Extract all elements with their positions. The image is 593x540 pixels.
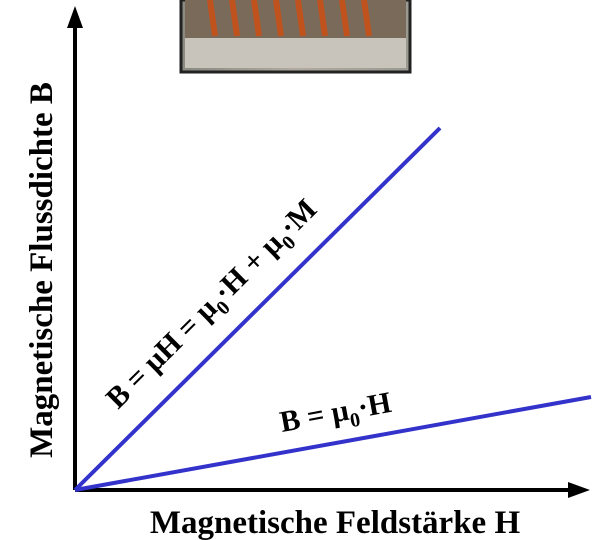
- label-text: B = μH = μ: [100, 292, 224, 415]
- x-axis-label: Magnetische Feldstärke H: [150, 505, 521, 540]
- shallow-line: [74, 395, 592, 492]
- y-arrow: [67, 6, 83, 28]
- steep-line-label: B = μH = μ0·H + μ0·M: [100, 193, 328, 420]
- shallow-line-label: B = μ0·H: [277, 386, 395, 445]
- label-text: B = μ: [277, 394, 351, 439]
- x-arrow: [568, 482, 590, 498]
- steep-line: [73, 126, 442, 492]
- axes: [73, 22, 574, 492]
- y-axis-label: Magnetische Flussdichte B: [24, 82, 60, 458]
- label-text: ·H: [355, 386, 394, 425]
- coil-photo: [179, 0, 412, 74]
- subscript: 0: [348, 409, 362, 432]
